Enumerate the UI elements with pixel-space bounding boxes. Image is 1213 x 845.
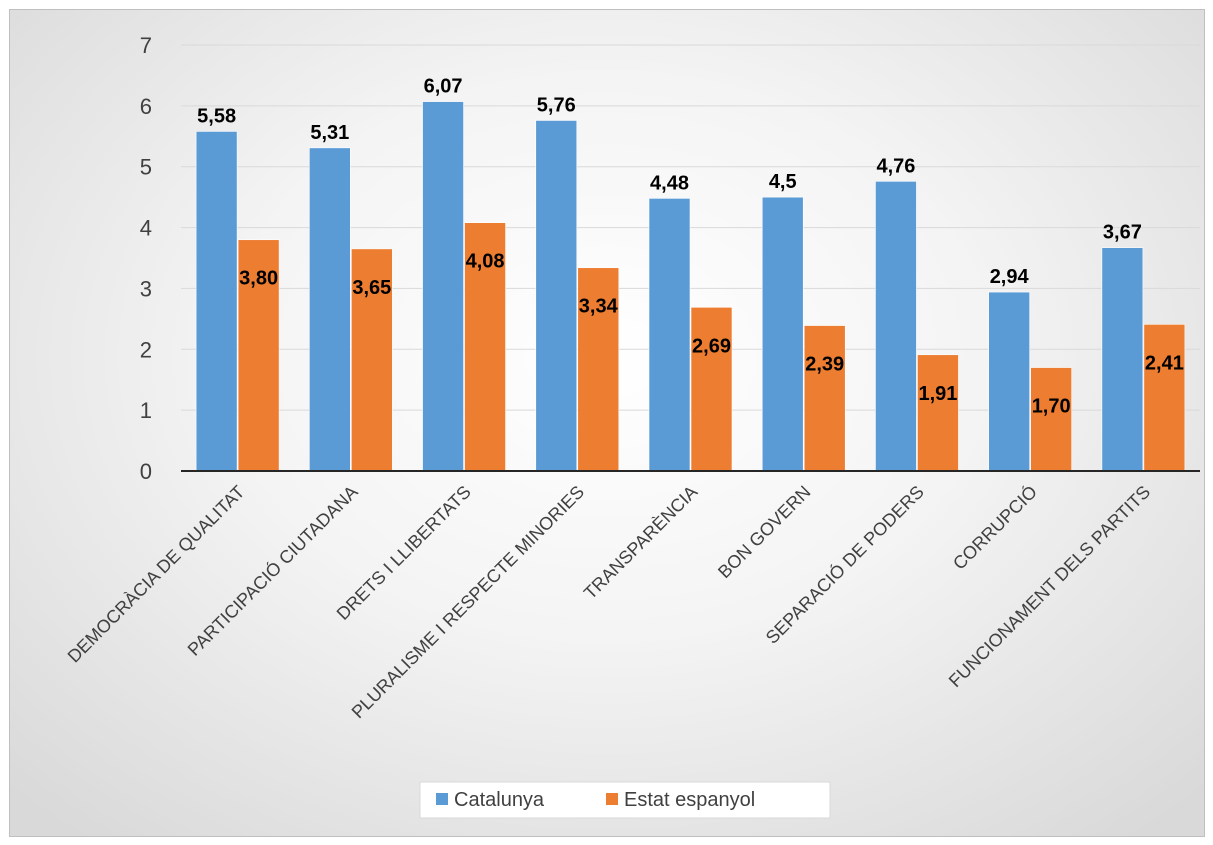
y-tick-label: 2: [140, 337, 152, 362]
x-category-label: FUNCIONAMENT DELS PARTITS: [945, 482, 1154, 691]
y-tick-label: 0: [140, 459, 152, 484]
bar-catalunya: [535, 120, 578, 472]
bar-catalunya: [1101, 247, 1144, 472]
bar-estat-espanyol: [1030, 367, 1072, 472]
data-label-catalunya: 4,48: [650, 172, 689, 194]
bar-catalunya: [988, 291, 1030, 472]
y-tick-label: 7: [140, 33, 152, 58]
data-label-catalunya: 2,94: [990, 266, 1030, 288]
y-tick-label: 5: [140, 155, 152, 180]
data-label-catalunya: 5,58: [197, 105, 236, 127]
y-tick-label: 3: [140, 276, 152, 301]
x-category-label: CORRUPCIÓ: [948, 481, 1041, 574]
bar-catalunya: [195, 131, 238, 472]
legend-box: [419, 781, 831, 819]
bars: [195, 101, 1186, 472]
bar-chart: 0 1 2 3 4 5 6 7 DEMOCRÀCIA DE QUALITATPARTICIPA…: [64, 33, 1200, 819]
bar-estat-espanyol: [1143, 324, 1186, 472]
bar-catalunya: [875, 181, 917, 472]
data-label-estat-espanyol: 3,34: [579, 296, 619, 318]
bar-estat-espanyol: [237, 239, 280, 472]
data-label-estat-espanyol: 2,41: [1145, 352, 1184, 374]
data-label-estat-espanyol: 4,08: [466, 251, 505, 273]
legend-label-estat-espanyol: Estat espanyol: [624, 789, 755, 811]
y-tick-label: 6: [140, 94, 152, 119]
data-label-estat-espanyol: 2,39: [805, 354, 844, 376]
y-axis-ticks: 0 1 2 3 4 5 6 7: [140, 33, 152, 484]
data-labels: 5,58 3,80 5,31 3,65 6,07 4,08 5,76 3,34 4,48 2,69…: [197, 76, 1184, 418]
x-category-label: PLURALISME I RESPECTE MINORIES: [348, 482, 588, 722]
data-label-catalunya: 5,76: [537, 94, 576, 116]
data-label-catalunya: 4,76: [876, 155, 915, 177]
data-label-estat-espanyol: 2,69: [692, 335, 731, 357]
bar-estat-espanyol: [803, 325, 846, 472]
bar-estat-espanyol: [464, 222, 506, 472]
data-label-catalunya: 3,67: [1103, 222, 1142, 244]
chart-area: 0 1 2 3 4 5 6 7 DEMOCRÀCIA DE QUALITAT PARTICIPA…: [9, 9, 1205, 837]
legend-label-catalunya: Catalunya: [454, 789, 545, 811]
gridlines: [181, 44, 1200, 411]
x-category-label: TRANSPARÈNCIA: [580, 482, 701, 603]
x-category-label: DEMOCRÀCIA DE QUALITAT: [64, 482, 249, 667]
x-category-label: BON GOVERN: [714, 482, 814, 582]
y-tick-label: 4: [140, 216, 152, 241]
data-label-estat-espanyol: 1,91: [918, 383, 957, 405]
bar-estat-espanyol: [577, 267, 620, 472]
legend-swatch-estat-espanyol: [606, 793, 618, 805]
bar-estat-espanyol: [351, 248, 393, 472]
legend-swatch-catalunya: [436, 793, 448, 805]
data-label-catalunya: 5,31: [310, 122, 349, 144]
bar-catalunya: [309, 147, 351, 472]
data-label-catalunya: 6,07: [424, 76, 463, 98]
y-tick-label: 1: [140, 398, 152, 423]
legend: Catalunya Estat espanyol: [419, 781, 831, 819]
data-label-catalunya: 4,5: [769, 171, 797, 193]
data-label-estat-espanyol: 3,65: [352, 277, 391, 299]
bar-catalunya: [761, 196, 804, 472]
bar-estat-espanyol: [690, 306, 733, 472]
bar-catalunya: [648, 198, 691, 472]
data-label-estat-espanyol: 3,80: [239, 268, 278, 290]
data-label-estat-espanyol: 1,70: [1032, 396, 1071, 418]
bar-estat-espanyol: [917, 354, 959, 472]
bar-catalunya: [422, 101, 464, 472]
